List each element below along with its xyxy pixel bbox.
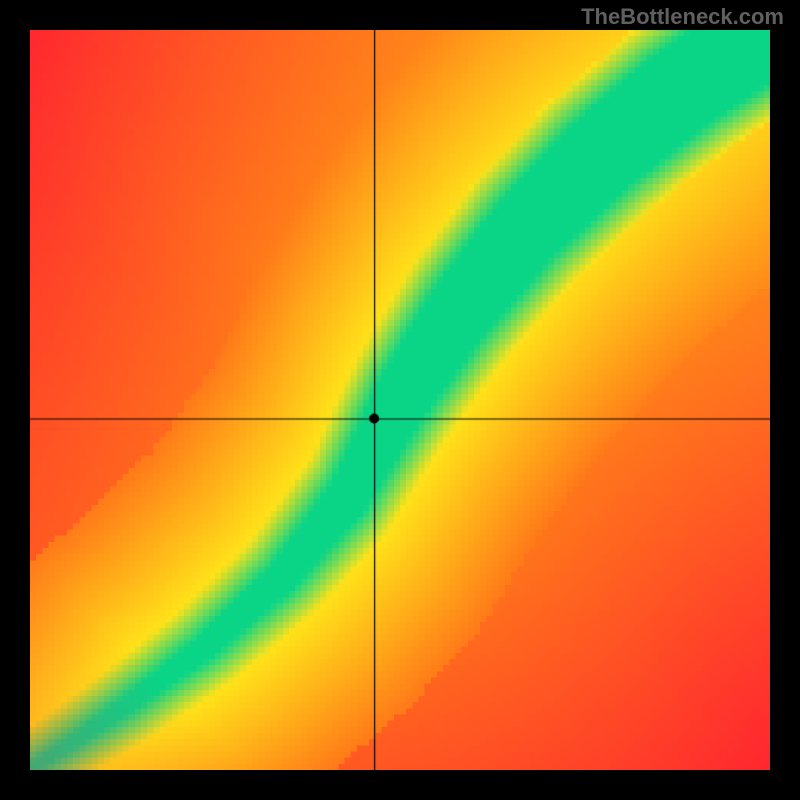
watermark-text: TheBottleneck.com [581,4,784,30]
heatmap-canvas [30,30,770,770]
chart-container: TheBottleneck.com [0,0,800,800]
